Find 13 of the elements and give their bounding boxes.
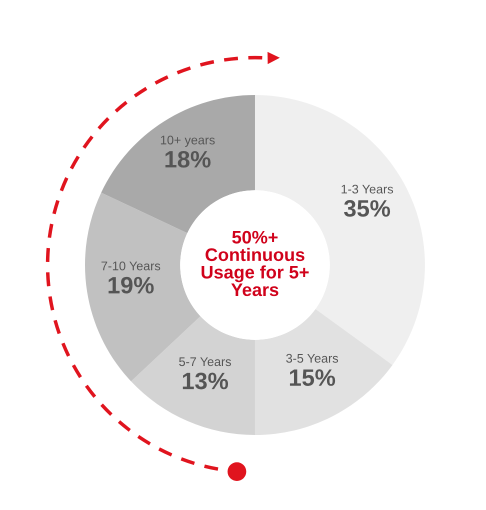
donut-slice [131,316,255,436]
slice-label: 3-5 Years [286,354,338,363]
data-label: 15% [290,369,336,386]
slice-label: 7-10 Years [101,261,160,270]
data-label: 35% [344,200,390,217]
data-label: 18% [165,150,211,168]
slice-label: 5-7 Years [179,357,231,366]
donut-slice [254,308,393,436]
data-label: 13% [182,372,228,390]
slice-label: 10+ years [160,136,215,147]
slice-label: 1-3 Years [342,184,394,194]
text: 50%+ Continuous Usage for 5+ Years [202,230,309,296]
data-label: 19% [108,276,154,294]
